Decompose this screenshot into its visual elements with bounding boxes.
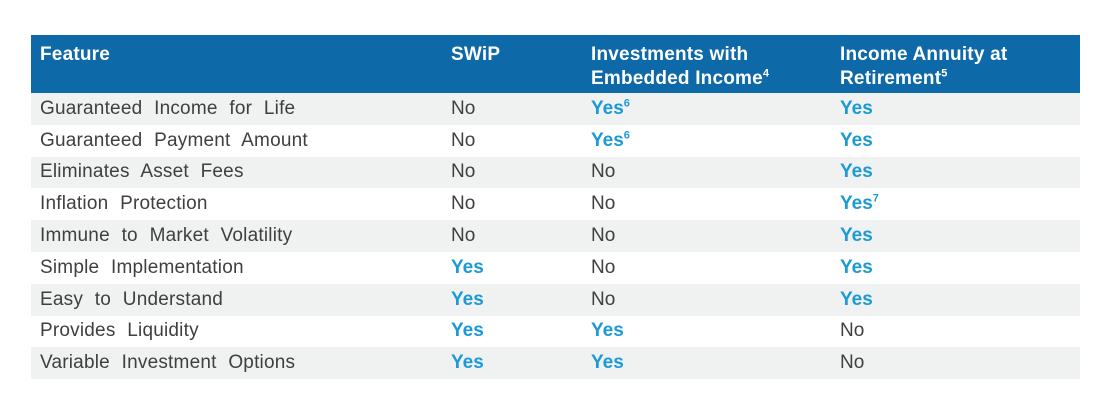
table-row: Provides Liquidity Yes Yes No bbox=[31, 316, 1080, 348]
value-text: Yes bbox=[840, 256, 873, 278]
header-label: Income Annuity at bbox=[840, 44, 1008, 65]
value-text: Yes bbox=[591, 129, 624, 151]
header-col-embedded-income: Investments with Embedded Income4 bbox=[582, 35, 831, 93]
header-col-income-annuity: Income Annuity at Retirement5 bbox=[831, 35, 1080, 93]
value-text: No bbox=[840, 320, 865, 342]
value-text: No bbox=[591, 193, 616, 215]
value-cell-swip: No bbox=[442, 225, 582, 247]
value-text: Yes bbox=[591, 97, 624, 119]
table-row: Guaranteed Income for Life No Yes6 Yes bbox=[31, 93, 1080, 125]
table-header-row: Feature SWiP Investments with Embedded I… bbox=[31, 35, 1080, 93]
header-line: Retirement5 bbox=[840, 67, 1080, 91]
feature-cell: Guaranteed Income for Life bbox=[40, 97, 296, 119]
value-cell-annuity: Yes bbox=[831, 257, 1080, 279]
value-text: Yes bbox=[840, 161, 873, 183]
table-body: Guaranteed Income for Life No Yes6 Yes G… bbox=[31, 93, 1080, 380]
value-text: No bbox=[451, 161, 476, 183]
value-text: Yes bbox=[840, 129, 873, 151]
value-cell-swip: Yes bbox=[442, 320, 582, 342]
footnote-marker: 6 bbox=[623, 129, 630, 142]
value-cell-embedded: Yes6 bbox=[582, 130, 831, 152]
value-text: No bbox=[591, 161, 616, 183]
value-cell-embedded: No bbox=[582, 257, 831, 279]
value-text: No bbox=[451, 193, 476, 215]
value-cell-annuity: No bbox=[831, 320, 1080, 342]
header-line: Embedded Income4 bbox=[591, 67, 831, 91]
header-col-swip: SWiP bbox=[442, 35, 582, 93]
value-cell-swip: No bbox=[442, 193, 582, 215]
value-text: No bbox=[451, 225, 476, 247]
feature-cell: Immune to Market Volatility bbox=[40, 225, 293, 247]
header-line: SWiP bbox=[451, 43, 582, 67]
header-label: Retirement bbox=[840, 68, 942, 89]
value-text: No bbox=[591, 288, 616, 310]
feature-cell: Easy to Understand bbox=[40, 288, 224, 310]
table-row: Eliminates Asset Fees No No Yes bbox=[31, 156, 1080, 189]
value-cell-annuity: Yes bbox=[831, 98, 1080, 120]
header-col-feature: Feature bbox=[31, 35, 442, 93]
value-cell-swip: No bbox=[442, 161, 582, 183]
feature-cell: Eliminates Asset Fees bbox=[40, 161, 244, 183]
table-row: Variable Investment Options Yes Yes No bbox=[31, 347, 1080, 380]
table-row: Guaranteed Payment Amount No Yes6 Yes bbox=[31, 125, 1080, 157]
value-cell-embedded: No bbox=[582, 193, 831, 215]
value-cell-embedded: No bbox=[582, 161, 831, 183]
header-line: Investments with bbox=[591, 43, 831, 67]
table-row: Inflation Protection No No Yes7 bbox=[31, 188, 1080, 220]
header-label: SWiP bbox=[451, 44, 501, 65]
value-cell-annuity: Yes bbox=[831, 130, 1080, 152]
value-text: Yes bbox=[840, 225, 873, 247]
value-cell-annuity: Yes7 bbox=[831, 193, 1080, 215]
value-text: Yes bbox=[451, 288, 484, 310]
value-cell-swip: Yes bbox=[442, 257, 582, 279]
value-text: Yes bbox=[840, 288, 873, 310]
value-text: No bbox=[591, 225, 616, 247]
table-row: Simple Implementation Yes No Yes bbox=[31, 252, 1080, 284]
value-cell-embedded: No bbox=[582, 289, 831, 311]
value-text: Yes bbox=[591, 352, 624, 374]
value-text: No bbox=[591, 256, 616, 278]
feature-cell: Provides Liquidity bbox=[40, 320, 199, 342]
value-text: Yes bbox=[591, 320, 624, 342]
value-text: Yes bbox=[451, 256, 484, 278]
feature-cell: Simple Implementation bbox=[40, 256, 244, 278]
table-row: Easy to Understand Yes No Yes bbox=[31, 283, 1080, 316]
table-row: Immune to Market Volatility No No Yes bbox=[31, 220, 1080, 252]
value-text: Yes bbox=[840, 193, 873, 215]
feature-cell: Inflation Protection bbox=[40, 193, 208, 215]
header-label: Embedded Income bbox=[591, 68, 763, 89]
header-label: Investments with bbox=[591, 44, 749, 65]
value-cell-annuity: Yes bbox=[831, 225, 1080, 247]
header-label: Feature bbox=[40, 44, 111, 65]
footnote-marker: 5 bbox=[941, 67, 948, 80]
value-cell-swip: Yes bbox=[442, 289, 582, 311]
value-cell-swip: Yes bbox=[442, 352, 582, 374]
value-text: Yes bbox=[451, 320, 484, 342]
header-line: Income Annuity at bbox=[840, 43, 1080, 67]
value-cell-annuity: Yes bbox=[831, 289, 1080, 311]
footnote-marker: 4 bbox=[762, 67, 770, 80]
value-cell-embedded: No bbox=[582, 225, 831, 247]
value-cell-annuity: No bbox=[831, 352, 1080, 374]
value-text: Yes bbox=[451, 352, 484, 374]
value-text: No bbox=[840, 352, 865, 374]
feature-comparison-table: Feature SWiP Investments with Embedded I… bbox=[31, 35, 1080, 380]
feature-cell: Guaranteed Payment Amount bbox=[40, 129, 308, 151]
footnote-marker: 7 bbox=[872, 192, 879, 205]
value-cell-swip: No bbox=[442, 130, 582, 152]
value-text: No bbox=[451, 129, 476, 151]
value-text: No bbox=[451, 97, 476, 119]
value-cell-embedded: Yes bbox=[582, 320, 831, 342]
value-cell-swip: No bbox=[442, 98, 582, 120]
value-cell-embedded: Yes bbox=[582, 352, 831, 374]
feature-cell: Variable Investment Options bbox=[40, 352, 296, 374]
footnote-marker: 6 bbox=[623, 97, 630, 110]
value-cell-annuity: Yes bbox=[831, 161, 1080, 183]
header-line: Feature bbox=[40, 43, 442, 67]
value-text: Yes bbox=[840, 97, 873, 119]
value-cell-embedded: Yes6 bbox=[582, 98, 831, 120]
